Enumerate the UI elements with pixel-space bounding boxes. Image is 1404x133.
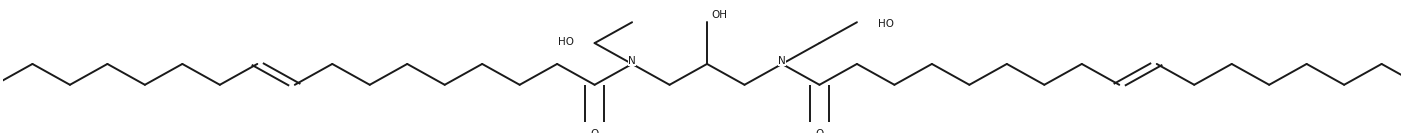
Text: N: N: [628, 56, 636, 66]
Text: N: N: [778, 56, 786, 66]
Text: HO: HO: [557, 37, 574, 47]
Text: HO: HO: [878, 18, 894, 28]
Text: O: O: [816, 129, 824, 133]
Text: OH: OH: [712, 10, 727, 20]
Text: O: O: [591, 129, 598, 133]
